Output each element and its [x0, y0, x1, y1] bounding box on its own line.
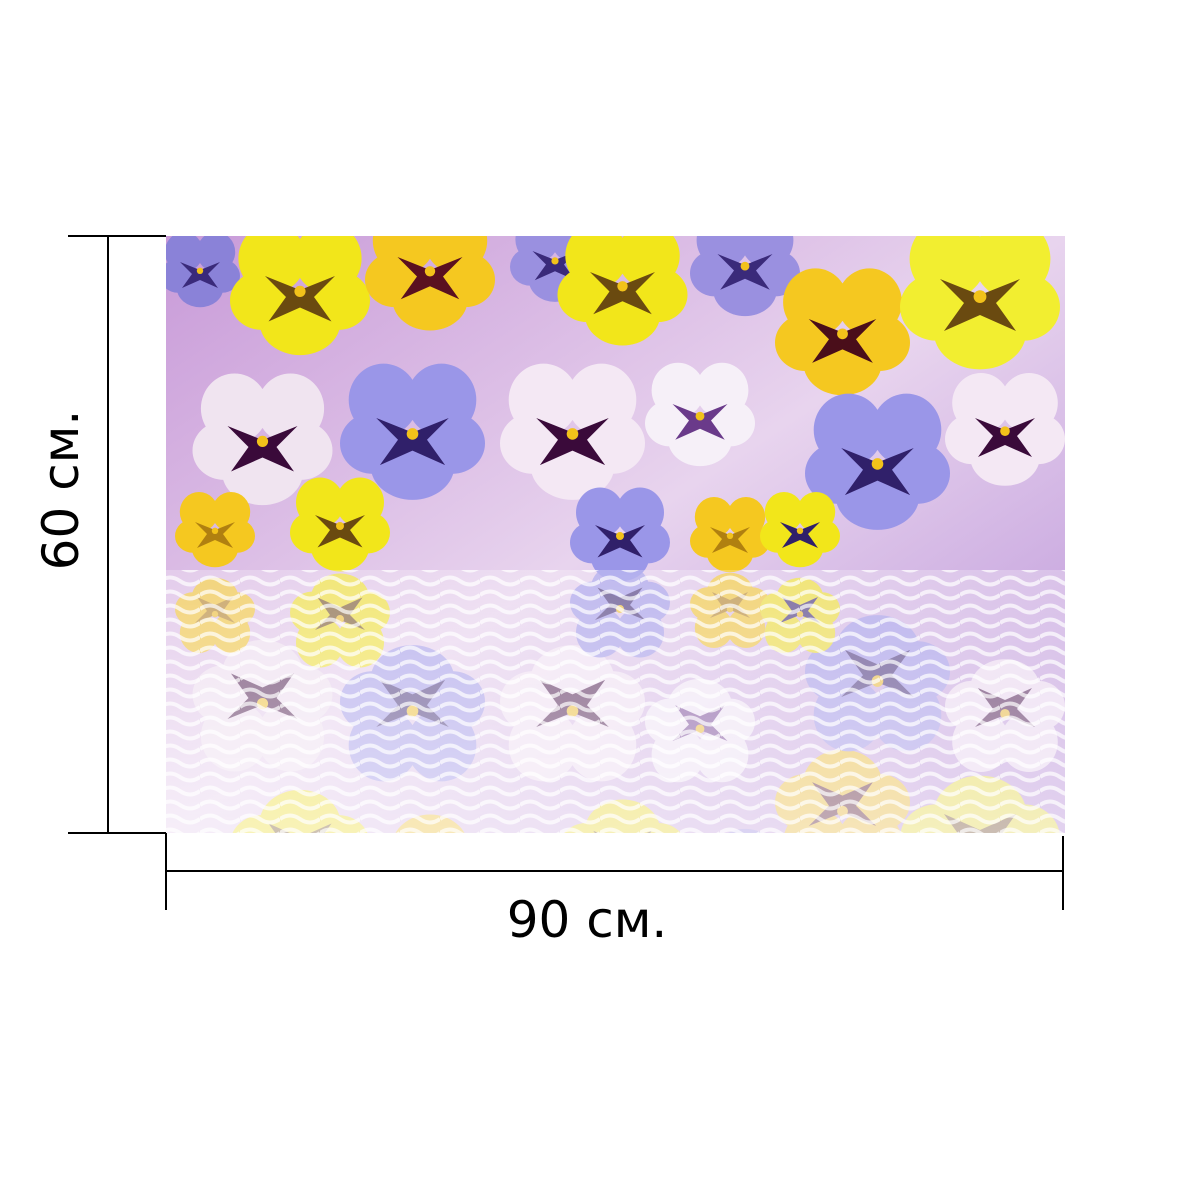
- photo: [166, 236, 1065, 833]
- height-dimension: 60 см.: [32, 235, 166, 834]
- width-dimension: 90 см.: [165, 833, 1064, 949]
- height-label: 60 см.: [32, 410, 90, 571]
- width-label: 90 см.: [507, 891, 668, 949]
